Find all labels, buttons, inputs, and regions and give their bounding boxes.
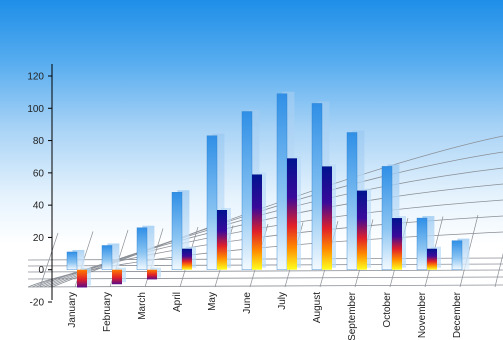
bar-series1 (136, 227, 148, 270)
bar-series1 (276, 93, 288, 270)
bar-series2 (217, 209, 227, 270)
floor-grid-line (27, 269, 503, 273)
x-tick-label: December (452, 291, 463, 338)
y-axis: -20 0 20 40 60 80 100 120 (27, 64, 53, 309)
y-tick-label: 80 (33, 136, 45, 147)
y-tick-label: -20 (30, 298, 45, 309)
bar-series2 (147, 269, 157, 280)
y-tick-label: 20 (33, 233, 45, 244)
bar-series1 (381, 166, 393, 270)
y-tick-label: 40 (33, 201, 45, 212)
x-tick-label: August (312, 292, 323, 323)
x-tick-label: March (137, 292, 148, 320)
y-tick-label: 100 (27, 104, 44, 115)
bar-series1 (206, 135, 218, 270)
bar-series2 (392, 218, 402, 270)
x-tick-label: January (67, 292, 78, 328)
floor-grid-line (27, 276, 503, 280)
bar-series1 (451, 240, 463, 270)
bar-series2 (112, 269, 122, 285)
bar-series1 (241, 111, 253, 270)
x-tick-label: July (277, 292, 288, 310)
y-tick-label: 60 (33, 168, 45, 179)
bar-series1 (416, 217, 428, 270)
x-tick-label: February (102, 292, 113, 332)
bar-series1 (171, 192, 183, 270)
y-tick-label: 0 (38, 265, 44, 276)
floor-grid-spoke (39, 232, 59, 288)
floor-grid-line (27, 284, 503, 288)
x-tick-label: November (417, 291, 428, 338)
x-tick-label: April (172, 292, 183, 312)
x-tick-label: September (347, 291, 358, 340)
bar-series2 (77, 269, 87, 288)
bar-series1 (311, 103, 323, 270)
bar-series2 (182, 248, 192, 270)
x-tick-label: May (207, 292, 218, 311)
x-tick-label: October (382, 291, 393, 327)
y-tick-label: 120 (27, 72, 44, 83)
bar-series2 (322, 166, 332, 270)
bar-series2 (357, 190, 367, 270)
bars-layer (66, 91, 470, 288)
x-axis-labels: January February March April May June July Augu… (67, 291, 463, 340)
bar-series1 (101, 245, 113, 270)
bar-series2 (427, 248, 437, 270)
bar-series1 (346, 132, 358, 270)
bar-series1 (66, 251, 78, 270)
bar-series2 (252, 174, 262, 270)
x-tick-label: June (242, 292, 253, 314)
bar-series2 (287, 158, 297, 270)
floor-grid-spoke (494, 252, 503, 288)
